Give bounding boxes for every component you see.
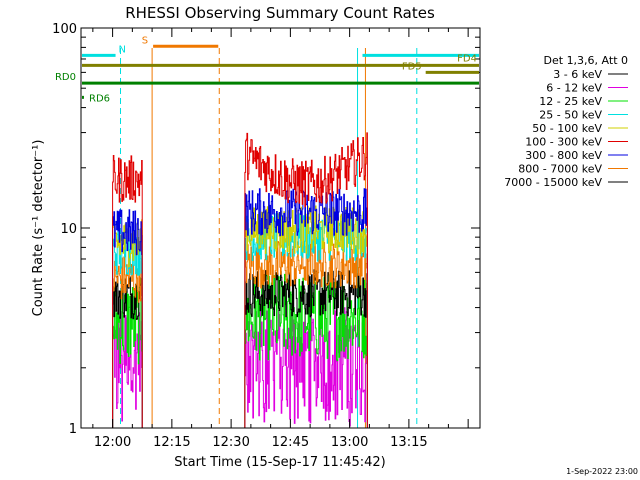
legend-label-8: 7000 - 15000 keV: [504, 176, 602, 189]
series-trace-25-50kev-seg1: [112, 230, 143, 428]
series-trace-100-300kev-seg1: [112, 155, 143, 428]
plot-area: [80, 48, 418, 428]
y-tick-label-100: 100: [52, 22, 77, 37]
series-trace-300-800kev-seg1: [112, 209, 143, 428]
chart-title: RHESSI Observing Summary Count Rates: [125, 4, 435, 22]
series-trace-12-25kev-seg1: [112, 277, 143, 428]
flag-label-fd4: FD4: [457, 53, 477, 64]
flag-label-s: S: [142, 35, 148, 46]
x-tick-label-1215: 12:15: [153, 435, 190, 450]
legend-label-2: 12 - 25 keV: [539, 95, 602, 108]
flag-label-rd6: RD6: [89, 93, 110, 104]
x-tick-label-1200: 12:00: [94, 435, 131, 450]
legend-label-5: 100 - 300 keV: [525, 136, 602, 149]
flag-label-rd0: RD0: [55, 72, 76, 83]
series-trace-50-100kev-seg2: [244, 205, 368, 428]
y-tick-label-1: 1: [69, 422, 77, 437]
series-trace-6-12kev-seg2: [244, 305, 368, 428]
series-trace-3-6kev-seg2: [244, 269, 368, 428]
legend-label-6: 300 - 800 keV: [525, 149, 602, 162]
legend-label-4: 50 - 100 keV: [532, 122, 602, 135]
flag-label-n: N: [119, 44, 126, 55]
series-trace-100-300kev-seg2: [244, 132, 368, 428]
x-axis-label: Start Time (15-Sep-17 11:45:42): [174, 455, 385, 470]
x-tick-label-1245: 12:45: [272, 435, 309, 450]
y-axis-label: Count Rate (s⁻¹ detector⁻¹): [31, 140, 46, 317]
legend-label-1: 6 - 12 keV: [546, 82, 602, 95]
series-trace-800-7000kev-seg1: [112, 256, 143, 428]
legend-label-3: 25 - 50 keV: [539, 109, 602, 122]
series-trace-300-800kev-seg2: [244, 188, 368, 428]
y-tick-label-10: 10: [60, 222, 77, 237]
axes: 12:00 12:15 12:30 12:45 13:00 13:15 1 10 100: [52, 22, 481, 450]
x-tick-label-1230: 12:30: [212, 435, 249, 450]
footer-timestamp: 1-Sep-2022 23:00: [566, 467, 638, 476]
flag-label-fd5: FD5: [402, 61, 422, 72]
legend-label-7: 800 - 7000 keV: [518, 163, 602, 176]
legend-label-0: 3 - 6 keV: [553, 68, 602, 81]
series-trace-6-12kev-seg1: [112, 304, 143, 428]
state-flags: N S FD4 FD5 RD0 RD6: [55, 35, 479, 104]
x-tick-label-1315: 13:15: [390, 435, 427, 450]
legend-header: Det 1,3,6, Att 0: [544, 54, 628, 67]
x-tick-label-1300: 13:00: [331, 435, 368, 450]
